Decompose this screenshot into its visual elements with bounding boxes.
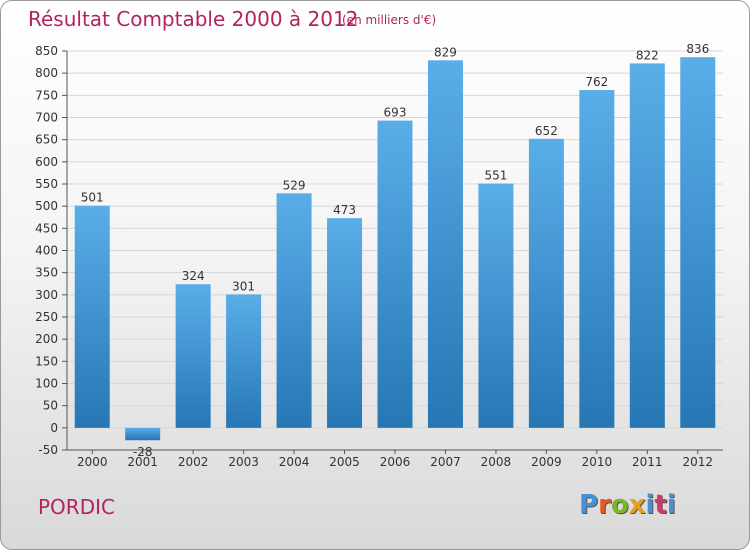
logo-letter: r (598, 490, 611, 520)
logo-letter: o (610, 490, 629, 520)
data-label: 762 (585, 75, 608, 89)
bar (175, 284, 211, 428)
x-tick-label: 2008 (481, 455, 512, 469)
bar (276, 193, 312, 428)
y-tick-label: 250 (35, 310, 58, 324)
logo-letter: x (628, 490, 646, 520)
data-label: 693 (384, 106, 407, 120)
y-tick-label: 850 (35, 44, 58, 58)
y-tick-label: 150 (35, 354, 58, 368)
y-tick-label: 300 (35, 288, 58, 302)
y-tick-label: 200 (35, 332, 58, 346)
x-tick-label: 2011 (632, 455, 663, 469)
y-tick-label: 400 (35, 244, 58, 258)
data-label: 822 (636, 48, 659, 62)
data-label: -28 (133, 445, 153, 459)
y-tick-label: 0 (50, 421, 58, 435)
data-label: 324 (182, 269, 205, 283)
x-tick-label: 2002 (178, 455, 209, 469)
y-tick-label: 800 (35, 66, 58, 80)
bars (74, 57, 716, 441)
y-tick-label: 700 (35, 111, 58, 125)
y-tick-label: 550 (35, 177, 58, 191)
labels: -50 0 50 100 150 200 250 300 350 400 450 500 550 600 6… (35, 42, 713, 469)
x-tick-label: 2006 (380, 455, 411, 469)
data-label: 652 (535, 124, 558, 138)
data-label: 473 (333, 203, 356, 217)
x-tick-label: 2012 (682, 455, 713, 469)
chart-title: Résultat Comptable 2000 à 2012 (28, 7, 359, 31)
logo-letter: i (666, 490, 676, 520)
x-tick-label: 2000 (77, 455, 108, 469)
x-tick-label: 2007 (430, 455, 461, 469)
logo-letter: i (645, 490, 655, 520)
bar (579, 90, 615, 428)
y-tick-label: 600 (35, 155, 58, 169)
proxiti-logo: Proxiti (579, 490, 676, 520)
bar (377, 120, 413, 428)
y-tick-label: 350 (35, 266, 58, 280)
x-tick-label: 2009 (531, 455, 562, 469)
y-tick-label: 100 (35, 377, 58, 391)
y-tick-label: 750 (35, 88, 58, 102)
data-label: 829 (434, 45, 457, 59)
x-tick-label: 2005 (329, 455, 360, 469)
bar (125, 427, 161, 441)
x-tick-label: 2004 (279, 455, 310, 469)
data-label: 529 (283, 178, 306, 192)
bar (74, 205, 110, 428)
y-tick-label: 450 (35, 221, 58, 235)
bar (680, 57, 716, 428)
bar (226, 294, 262, 428)
data-label: 501 (81, 191, 104, 205)
x-tick-label: 2003 (228, 455, 259, 469)
data-label: 551 (484, 169, 507, 183)
logo-letter: t (654, 490, 667, 520)
place-name: PORDIC (38, 495, 115, 519)
x-tick-label: 2010 (582, 455, 613, 469)
bar (478, 183, 514, 428)
chart-subtitle: (en milliers d'€) (342, 13, 437, 27)
data-label: 301 (232, 279, 255, 293)
bar (629, 63, 665, 428)
y-tick-label: 650 (35, 133, 58, 147)
y-tick-label: 500 (35, 199, 58, 213)
y-tick-label: 50 (43, 399, 58, 413)
axes (62, 50, 723, 454)
y-tick-label: -50 (38, 443, 58, 457)
logo-letter: P (579, 490, 599, 520)
data-label: 836 (686, 42, 709, 56)
bar (327, 218, 363, 428)
bar (528, 138, 564, 428)
bar (427, 60, 463, 428)
x-tick-label: 2001 (127, 455, 158, 469)
